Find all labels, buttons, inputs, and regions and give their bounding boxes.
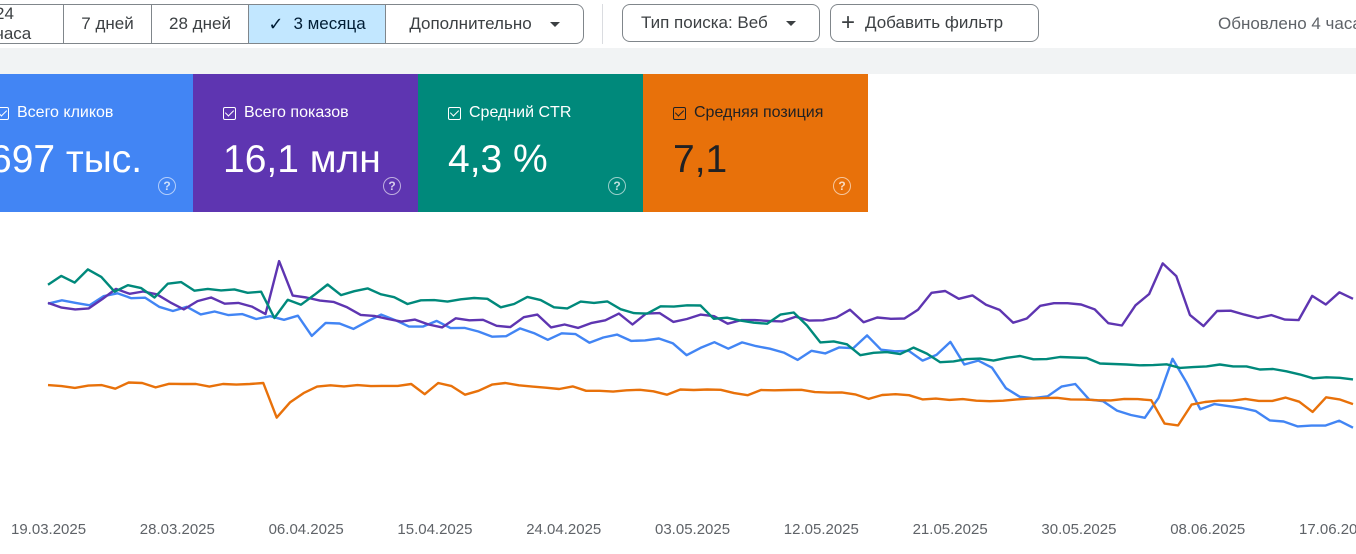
- metric-label: Средний CTR: [469, 104, 572, 121]
- help-icon[interactable]: ?: [383, 177, 401, 195]
- x-tick-label: 06.04.2025: [268, 521, 344, 538]
- toolbar-divider: [602, 4, 603, 44]
- help-icon[interactable]: ?: [608, 177, 626, 195]
- series-line-2: [47, 268, 1354, 381]
- range-3m-button[interactable]: ✓ 3 месяца: [249, 5, 386, 43]
- x-tick-label: 17.06.2025: [1299, 521, 1356, 538]
- metric-label: Средняя позиция: [694, 104, 824, 121]
- add-filter-label: Добавить фильтр: [865, 13, 1004, 32]
- performance-chart[interactable]: 19.03.2025 28.03.2025 06.04.2025 15.04.2025…: [0, 240, 1356, 554]
- metric-label: Всего кликов: [17, 104, 114, 121]
- metric-card-clicks[interactable]: Всего кликов 697 тыс. ?: [0, 74, 193, 212]
- checkbox-icon[interactable]: [673, 106, 686, 120]
- help-icon[interactable]: ?: [158, 177, 176, 195]
- metric-card-impressions[interactable]: Всего показов 16,1 млн ?: [193, 74, 418, 212]
- x-tick-label: 28.03.2025: [139, 521, 215, 538]
- checkmark-icon: ✓: [268, 13, 284, 34]
- series-line-3: [47, 381, 1354, 427]
- more-ranges-dropdown[interactable]: Дополнительно: [386, 5, 583, 43]
- x-tick-label: 30.05.2025: [1041, 521, 1117, 538]
- plus-icon: +: [841, 9, 856, 36]
- metric-label-row: Средний CTR: [448, 104, 571, 122]
- help-icon[interactable]: ?: [833, 177, 851, 195]
- search-type-label: Тип поиска: Веб: [641, 13, 768, 32]
- x-tick-label: 21.05.2025: [912, 521, 988, 538]
- dropdown-arrow-icon: [785, 20, 796, 26]
- metric-label-row: Всего кликов: [0, 104, 113, 122]
- metric-value: 697 тыс.: [0, 138, 143, 181]
- more-ranges-label: Дополнительно: [409, 14, 532, 33]
- checkbox-icon[interactable]: [448, 106, 461, 120]
- updated-timestamp: Обновлено 4 часа назад: [1218, 14, 1356, 33]
- checkbox-icon[interactable]: [223, 106, 236, 120]
- date-range-segmented-control: 24 часа 7 дней 28 дней ✓ 3 месяца Дополн…: [0, 4, 584, 44]
- range-3m-label: 3 месяца: [293, 14, 366, 33]
- dropdown-arrow-icon: [549, 21, 560, 27]
- metric-value: 16,1 млн: [223, 138, 381, 181]
- metric-card-ctr[interactable]: Средний CTR 4,3 % ?: [418, 74, 643, 212]
- x-tick-label: 08.06.2025: [1170, 521, 1246, 538]
- series-line-1: [47, 259, 1354, 330]
- toolbar: 24 часа 7 дней 28 дней ✓ 3 месяца Дополн…: [0, 0, 1356, 48]
- x-tick-label: 15.04.2025: [397, 521, 473, 538]
- range-24h-button[interactable]: 24 часа: [0, 5, 64, 43]
- metric-label-row: Средняя позиция: [673, 104, 823, 122]
- add-filter-button[interactable]: + Добавить фильтр: [830, 4, 1039, 42]
- x-tick-label: 24.04.2025: [526, 521, 602, 538]
- series-line-0: [47, 292, 1354, 429]
- metric-value: 7,1: [673, 138, 728, 181]
- x-tick-label: 03.05.2025: [655, 521, 731, 538]
- metric-value: 4,3 %: [448, 138, 548, 181]
- range-28d-button[interactable]: 28 дней: [152, 5, 249, 43]
- metric-label-row: Всего показов: [223, 104, 349, 122]
- x-tick-label: 12.05.2025: [783, 521, 859, 538]
- checkbox-icon[interactable]: [0, 106, 9, 120]
- search-type-dropdown[interactable]: Тип поиска: Веб: [622, 4, 820, 42]
- toolbar-separator-band: [0, 48, 1356, 74]
- x-tick-label: 19.03.2025: [11, 521, 87, 538]
- range-7d-button[interactable]: 7 дней: [64, 5, 152, 43]
- performance-chart-plot: [47, 259, 1354, 429]
- metric-card-position[interactable]: Средняя позиция 7,1 ?: [643, 74, 868, 212]
- metric-label: Всего показов: [244, 104, 349, 121]
